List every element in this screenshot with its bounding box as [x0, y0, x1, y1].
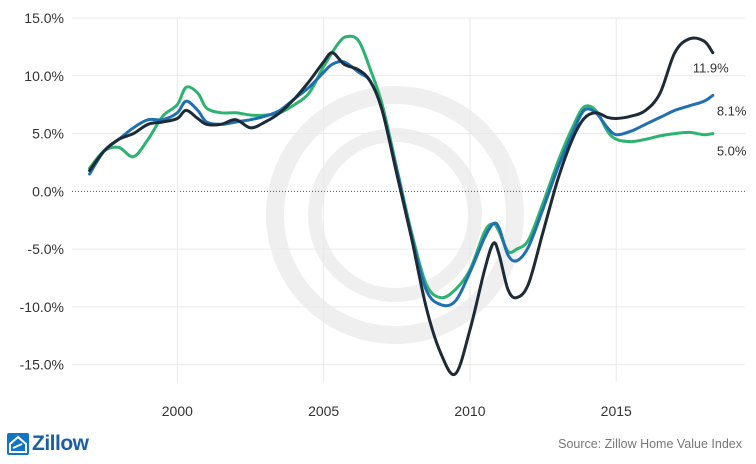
y-tick-label: -5.0% [27, 241, 64, 257]
x-axis: 2000 2005 2010 2015 [162, 403, 632, 419]
y-tick-label: -10.0% [20, 299, 64, 315]
series-end-labels: 5.0% 8.1% 11.9% [693, 61, 747, 159]
y-tick-label: 15.0% [24, 10, 64, 26]
y-axis: 15.0% 10.0% 5.0% 0.0% -5.0% -10.0% -15.0% [20, 10, 64, 373]
y-tick-label: -15.0% [20, 357, 64, 373]
watermark [266, 86, 524, 344]
y-tick-label: 10.0% [24, 68, 64, 84]
end-label-blue: 8.1% [717, 103, 747, 118]
end-label-green: 5.0% [717, 144, 747, 159]
footer: Zillow Source: Zillow Home Value Index [0, 430, 756, 464]
x-tick-label: 2015 [601, 403, 632, 419]
series-lines [88, 34, 715, 377]
series-line-black [88, 36, 715, 377]
grid [72, 17, 745, 382]
zillow-house-icon [7, 433, 29, 455]
x-tick-label: 2010 [454, 403, 485, 419]
y-tick-label: 5.0% [32, 126, 64, 142]
x-tick-label: 2005 [308, 403, 339, 419]
x-tick-label: 2000 [162, 403, 193, 419]
zillow-logo: Zillow [7, 432, 89, 456]
source-note: Source: Zillow Home Value Index [558, 437, 742, 451]
end-label-black: 11.9% [693, 61, 729, 76]
logo-text: Zillow [32, 432, 89, 455]
y-tick-label: 0.0% [32, 183, 64, 199]
